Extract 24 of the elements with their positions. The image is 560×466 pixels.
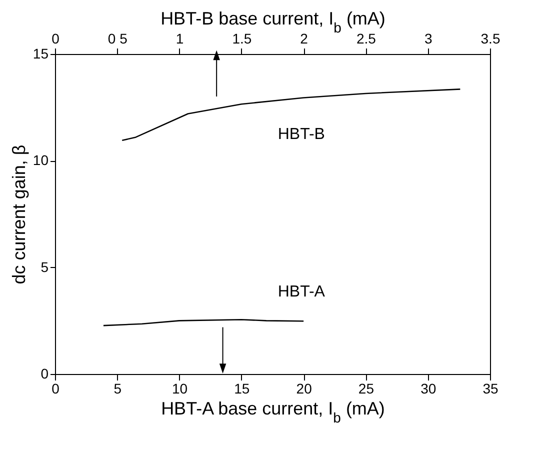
series-label: HBT-B (278, 126, 325, 144)
x2-tick-label: 3 (424, 30, 432, 46)
x2-tick-label: 3.5 (480, 30, 500, 46)
x2-tick-label: 1 (176, 30, 184, 46)
x-tick-label: 15 (234, 380, 250, 396)
y-tick-label: 15 (32, 46, 49, 62)
x-tick-label: 25 (358, 380, 374, 396)
x2-tick-label: 1.5 (232, 30, 252, 46)
y-tick-label: 10 (32, 152, 49, 168)
x-axis-title: HBT-A base current, I$_{b}$ (mA) (161, 398, 385, 426)
x2-tick-label: 0 (52, 30, 60, 46)
series-label: HBT-A (278, 284, 326, 301)
y-tick-label: 5 (40, 258, 49, 275)
y-axis-title: dc current gain, β (8, 144, 29, 284)
x-tick-label: 10 (172, 380, 188, 396)
x-tick-label: 30 (420, 380, 436, 396)
y-tick-label: 0 (40, 366, 49, 382)
x2-tick-label: 0 5 (108, 30, 128, 46)
x2-tick-label: 2 (300, 30, 308, 46)
x-tick-label: 0 (52, 380, 60, 396)
x-tick-label: 20 (296, 380, 312, 396)
x-tick-label: 35 (482, 380, 498, 396)
x2-tick-label: 2.5 (356, 30, 376, 46)
x-tick-label: 5 (114, 380, 122, 396)
